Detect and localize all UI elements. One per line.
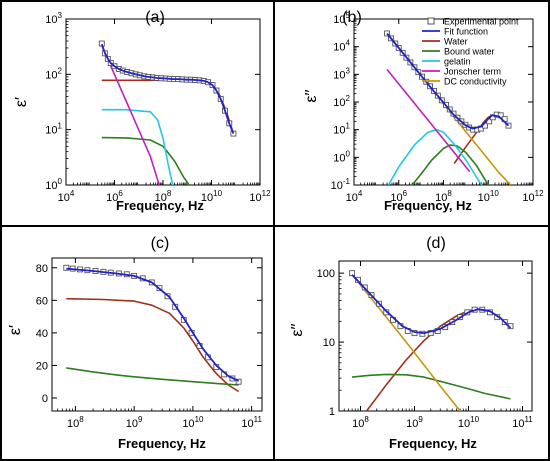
x-axis-label: Frequency, Hz [384, 198, 472, 213]
y-tick-label: 100 [317, 268, 335, 280]
series-line-bound-water [352, 373, 511, 400]
series-group [349, 270, 514, 411]
x-tick-label: 1011 [512, 415, 533, 430]
x-tick-label: 1010 [201, 189, 223, 204]
legend-label: Bound water [444, 47, 495, 57]
chart-panel-1: 104 106 108 1010 1012 100 101 102 103 (a) Frequenc… [13, 9, 271, 213]
series-line-fit-function [100, 43, 235, 134]
x-tick-label: 109 [126, 415, 143, 430]
x-tick-label: 1010 [182, 415, 204, 430]
y-tick-label: 103 [45, 11, 62, 26]
panel-label: (b) [342, 9, 362, 26]
y-tick-label: 100 [45, 177, 62, 192]
series-line-bound-water [66, 367, 239, 386]
series-group [98, 40, 237, 185]
y-tick-label: 1 [329, 406, 335, 418]
legend-label: Water [444, 37, 468, 47]
series-line-gelatin [387, 128, 483, 185]
series-line-dc-conductivity [351, 274, 461, 411]
x-tick-label: 1010 [478, 189, 500, 204]
series-line-fit-function [386, 32, 510, 130]
panel-label: (c) [151, 235, 170, 252]
y-tick-label: 102 [45, 66, 62, 81]
x-tick-label: 106 [390, 189, 407, 204]
series-line-bound-water [101, 136, 190, 185]
chart-panel-2: 104 106 108 1010 1012 10-1 100 101 102 103 104 105(… [303, 9, 544, 213]
y-tick-label: 10 [323, 337, 335, 349]
x-tick-label: 1012 [249, 189, 271, 204]
plot-frame [51, 257, 263, 412]
x-tick-label: 1011 [241, 415, 262, 430]
data-point [384, 30, 391, 37]
panel-label: (a) [145, 9, 165, 26]
y-tick-label: 20 [36, 360, 48, 372]
legend-marker [427, 17, 435, 25]
y-tick-label: 104 [333, 39, 350, 54]
chart-panel-4: 108 109 1010 1011 1 10 100 (d) Frequency, Hz ε′′ [289, 235, 533, 451]
legend-label: Jonscher term [444, 67, 501, 77]
x-tick-label: 109 [406, 415, 423, 430]
data-point [63, 264, 70, 271]
series-line-jonscher-term [101, 45, 160, 185]
x-tick-label: 108 [352, 415, 369, 430]
series-line-water [66, 297, 240, 393]
series-line-bound-water [411, 144, 489, 185]
y-tick-label: 101 [45, 122, 62, 137]
series-line-gelatin [101, 108, 174, 185]
x-axis-label: Frequency, Hz [389, 436, 477, 451]
legend-label: Experimental point [444, 17, 519, 27]
series-group [63, 264, 242, 393]
y-tick-label: 60 [36, 295, 48, 307]
x-tick-label: 104 [58, 189, 75, 204]
y-axis-label: ε′ [7, 325, 24, 335]
chart-panel-3: 108 109 1010 1011 0 20 40 60 80 (c) Frequency, Hz ε… [7, 235, 263, 451]
x-tick-label: 106 [106, 189, 123, 204]
y-tick-label: 40 [36, 328, 48, 340]
y-tick-label: 80 [36, 263, 48, 275]
y-tick-label: 103 [333, 66, 350, 81]
x-tick-label: 108 [435, 189, 452, 204]
x-axis-label: Frequency, Hz [118, 436, 206, 451]
plot-frame [338, 260, 533, 412]
legend-label: DC conductivity [444, 77, 507, 87]
y-tick-label: 100 [333, 149, 350, 164]
series-group [384, 30, 512, 185]
data-point [235, 378, 242, 385]
y-axis-label: ε′′ [303, 89, 320, 102]
series-line-fit-function [66, 267, 239, 382]
y-tick-label: 102 [333, 94, 350, 109]
y-tick-label: 10-1 [331, 177, 351, 192]
x-tick-label: 1012 [522, 189, 544, 204]
x-tick-label: 1010 [458, 415, 480, 430]
x-tick-label: 104 [346, 189, 363, 204]
x-tick-label: 108 [155, 189, 172, 204]
x-tick-label: 108 [67, 415, 84, 430]
legend-label: gelatin [444, 57, 471, 67]
y-tick-label: 101 [333, 122, 350, 137]
legend-label: Fit function [444, 27, 488, 37]
panel-label: (d) [426, 235, 446, 252]
y-axis-label: ε′′ [289, 323, 306, 336]
x-axis-label: Frequency, Hz [116, 198, 204, 213]
y-axis-label: ε′ [13, 97, 30, 107]
series-line-fit-function [351, 274, 512, 335]
y-tick-label: 0 [42, 393, 48, 405]
y-tick-label: 105 [333, 11, 350, 26]
series-line-jonscher-term [386, 68, 471, 173]
